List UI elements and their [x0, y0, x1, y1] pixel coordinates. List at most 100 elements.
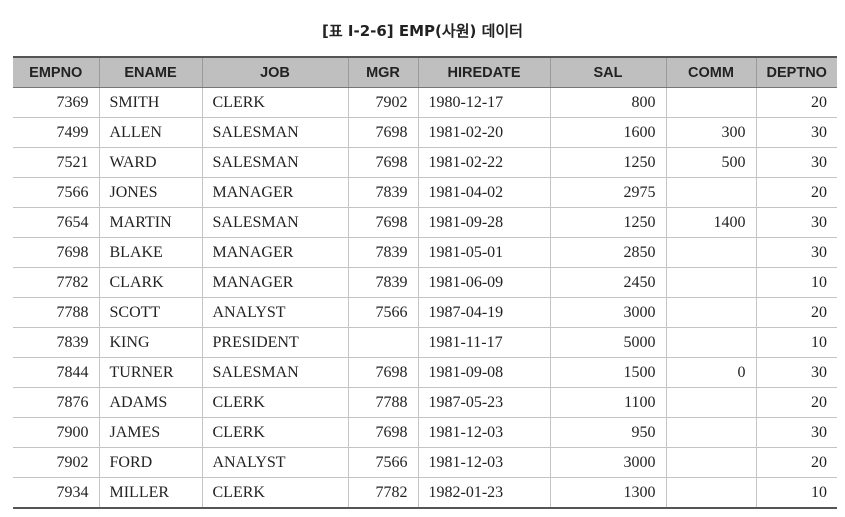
cell-empno: 7902 — [13, 447, 99, 478]
cell-empno: 7788 — [13, 297, 99, 328]
cell-hiredate: 1981-09-28 — [417, 207, 550, 238]
cell-sal: 800 — [549, 87, 666, 118]
cell-sal: 3000 — [549, 447, 666, 478]
header-row: EMPNO ENAME JOB MGR HIREDATE SAL COMM DE… — [13, 57, 837, 88]
cell-deptno: 20 — [755, 447, 837, 478]
cell-hiredate: 1982-01-23 — [417, 477, 550, 508]
cell-sal: 1600 — [549, 117, 666, 148]
cell-ename: BLAKE — [98, 237, 202, 268]
column-header-empno: EMPNO — [13, 57, 99, 88]
cell-job: SALESMAN — [201, 357, 348, 388]
cell-comm — [665, 177, 756, 208]
cell-job: CLERK — [201, 477, 348, 508]
cell-sal: 5000 — [549, 327, 666, 358]
cell-comm — [665, 417, 756, 448]
column-header-job: JOB — [201, 57, 348, 88]
cell-deptno: 10 — [755, 327, 837, 358]
cell-empno: 7566 — [13, 177, 99, 208]
cell-job: MANAGER — [201, 237, 348, 268]
cell-mgr: 7839 — [347, 177, 418, 208]
cell-hiredate: 1981-11-17 — [417, 327, 550, 358]
cell-empno: 7782 — [13, 267, 99, 298]
cell-comm — [665, 267, 756, 298]
cell-empno: 7844 — [13, 357, 99, 388]
column-header-mgr: MGR — [347, 57, 418, 88]
cell-job: MANAGER — [201, 177, 348, 208]
cell-ename: SMITH — [98, 87, 202, 118]
cell-hiredate: 1981-06-09 — [417, 267, 550, 298]
cell-comm — [665, 237, 756, 268]
cell-hiredate: 1987-05-23 — [417, 387, 550, 418]
cell-hiredate: 1981-12-03 — [417, 417, 550, 448]
cell-comm — [665, 297, 756, 328]
cell-deptno: 30 — [755, 207, 837, 238]
cell-deptno: 20 — [755, 87, 837, 118]
cell-empno: 7900 — [13, 417, 99, 448]
cell-sal: 2450 — [549, 267, 666, 298]
cell-deptno: 20 — [755, 387, 837, 418]
table-row: 7698 BLAKE MANAGER 7839 1981-05-01 2850 30 — [13, 237, 837, 268]
cell-mgr: 7782 — [347, 477, 418, 508]
cell-comm: 300 — [665, 117, 756, 148]
cell-ename: CLARK — [98, 267, 202, 298]
cell-comm — [665, 447, 756, 478]
cell-empno: 7499 — [13, 117, 99, 148]
cell-sal: 1100 — [549, 387, 666, 418]
cell-empno: 7876 — [13, 387, 99, 418]
cell-job: CLERK — [201, 387, 348, 418]
cell-deptno: 20 — [755, 177, 837, 208]
cell-sal: 950 — [549, 417, 666, 448]
cell-deptno: 20 — [755, 297, 837, 328]
column-header-hiredate: HIREDATE — [417, 57, 550, 88]
cell-mgr: 7839 — [347, 267, 418, 298]
table-row: 7934 MILLER CLERK 7782 1982-01-23 1300 10 — [13, 477, 837, 508]
cell-job: CLERK — [201, 417, 348, 448]
table-row: 7499 ALLEN SALESMAN 7698 1981-02-20 1600 300 30 — [13, 117, 837, 148]
cell-sal: 2850 — [549, 237, 666, 268]
table-row: 7521 WARD SALESMAN 7698 1981-02-22 1250 500 30 — [13, 147, 837, 178]
cell-comm — [665, 87, 756, 118]
cell-deptno: 30 — [755, 237, 837, 268]
cell-empno: 7369 — [13, 87, 99, 118]
emp-table: EMPNO ENAME JOB MGR HIREDATE SAL COMM DE… — [13, 56, 837, 509]
column-header-sal: SAL — [549, 57, 666, 88]
cell-job: SALESMAN — [201, 147, 348, 178]
cell-sal: 3000 — [549, 297, 666, 328]
cell-ename: SCOTT — [98, 297, 202, 328]
cell-sal: 2975 — [549, 177, 666, 208]
cell-deptno: 10 — [755, 267, 837, 298]
cell-mgr: 7698 — [347, 147, 418, 178]
cell-mgr: 7698 — [347, 357, 418, 388]
cell-mgr — [347, 327, 418, 358]
cell-deptno: 10 — [755, 477, 837, 508]
cell-ename: MARTIN — [98, 207, 202, 238]
cell-job: SALESMAN — [201, 117, 348, 148]
table-row: 7902 FORD ANALYST 7566 1981-12-03 3000 20 — [13, 447, 837, 478]
cell-sal: 1250 — [549, 147, 666, 178]
cell-ename: ADAMS — [98, 387, 202, 418]
cell-hiredate: 1981-09-08 — [417, 357, 550, 388]
cell-comm — [665, 387, 756, 418]
table-row: 7876 ADAMS CLERK 7788 1987-05-23 1100 20 — [13, 387, 837, 418]
cell-mgr: 7698 — [347, 417, 418, 448]
cell-hiredate: 1981-05-01 — [417, 237, 550, 268]
table-row: 7654 MARTIN SALESMAN 7698 1981-09-28 1250 1400… — [13, 207, 837, 238]
cell-comm — [665, 327, 756, 358]
cell-job: CLERK — [201, 87, 348, 118]
cell-mgr: 7839 — [347, 237, 418, 268]
table-row: 7844 TURNER SALESMAN 7698 1981-09-08 1500 0 30 — [13, 357, 837, 388]
table-row: 7782 CLARK MANAGER 7839 1981-06-09 2450 10 — [13, 267, 837, 298]
cell-mgr: 7698 — [347, 207, 418, 238]
cell-mgr: 7902 — [347, 87, 418, 118]
cell-mgr: 7788 — [347, 387, 418, 418]
column-header-deptno: DEPTNO — [755, 57, 837, 88]
cell-empno: 7521 — [13, 147, 99, 178]
cell-comm: 0 — [665, 357, 756, 388]
table-row: 7566 JONES MANAGER 7839 1981-04-02 2975 20 — [13, 177, 837, 208]
cell-sal: 1500 — [549, 357, 666, 388]
cell-deptno: 30 — [755, 357, 837, 388]
table-caption: [표 Ⅰ-2-6] EMP(사원) 데이터 — [322, 22, 523, 40]
cell-empno: 7698 — [13, 237, 99, 268]
cell-job: MANAGER — [201, 267, 348, 298]
cell-deptno: 30 — [755, 147, 837, 178]
